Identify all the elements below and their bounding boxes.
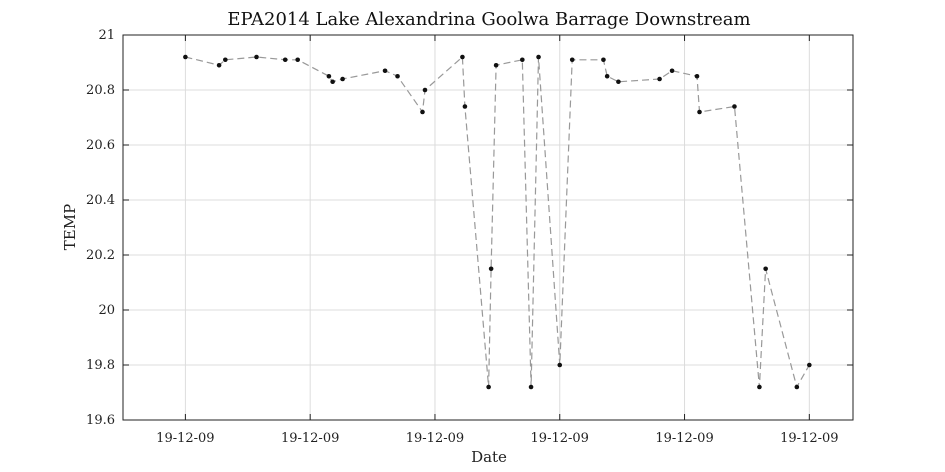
data-point [616,79,621,85]
plot-frame [122,34,854,421]
data-point [763,266,768,272]
data-point [732,104,737,109]
x-axis-label: Date [471,448,507,466]
y-tick-label: 19.6 [86,413,115,428]
data-point [295,57,301,63]
x-axis: 19-12-09 19-12-09 19-12-09 19-12-09 19-12-09… [156,35,839,446]
data-point [794,384,800,390]
data-point [460,54,465,60]
chart-title: EPA2014 Lake Alexandrina Goolwa Barrage … [227,9,750,30]
y-tick-label: 20.8 [86,83,115,98]
data-point [420,109,425,115]
data-point [216,62,222,68]
y-tick-label: 20.2 [86,248,115,263]
data-point [254,54,259,60]
x-tick-label: 19-12-09 [531,431,589,446]
data-point [697,109,702,115]
data-point [493,62,499,68]
data-point [488,266,494,272]
data-point [326,73,332,79]
data-point [569,57,575,63]
x-tick-label: 19-12-09 [655,431,713,446]
x-tick-label: 19-12-09 [780,431,838,446]
data-point [528,384,534,390]
data-point [601,57,606,63]
data-point [183,54,188,60]
data-point [657,76,662,82]
data-point [694,73,700,79]
data-point [557,362,563,368]
x-tick-label: 19-12-09 [156,431,214,446]
y-axis-label: TEMP [61,204,79,250]
y-tick-label: 21 [98,28,115,43]
data-point [330,79,335,85]
data-point [395,73,400,79]
x-tick-label: 19-12-09 [406,431,464,446]
data-point [382,68,388,74]
data-point [669,68,675,74]
data-point [486,384,491,390]
x-tick-label: 19-12-09 [281,431,339,446]
y-tick-label: 19.8 [86,358,115,373]
grid-lines [123,35,853,420]
data-point [807,362,812,368]
data-point [422,87,428,93]
y-axis: 19.6 19.8 20 20.2 20.4 20.6 20.8 21 [86,28,853,428]
data-point [757,384,762,390]
temp-series-line [185,55,810,389]
data-point [604,73,610,79]
data-points [183,54,812,390]
data-point [462,104,468,109]
data-point [520,57,525,63]
y-tick-label: 20 [98,303,115,318]
data-point [282,57,288,63]
data-point [340,76,345,82]
data-point [536,54,541,60]
data-point [223,57,228,63]
y-tick-label: 20.6 [86,138,115,153]
y-tick-label: 20.4 [86,193,115,208]
